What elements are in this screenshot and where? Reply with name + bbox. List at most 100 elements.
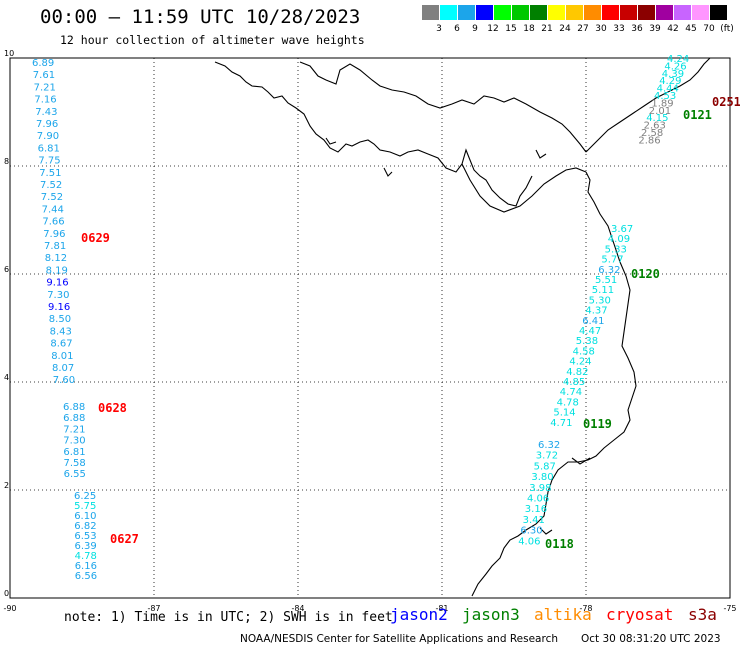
legend-swatch	[512, 5, 529, 20]
legend-swatch	[584, 5, 601, 20]
legend-label: 6	[454, 24, 460, 34]
wave-height-value: 2.01	[649, 106, 671, 117]
wave-height-value: 7.16	[34, 95, 56, 106]
legend-swatch	[440, 5, 457, 20]
legend-swatch	[530, 5, 547, 20]
wave-height-value: 7.96	[36, 119, 58, 130]
wave-height-value: 7.30	[47, 290, 69, 301]
legend-swatch	[548, 5, 565, 20]
wave-height-value: 7.90	[37, 131, 59, 142]
wave-height-value: 7.81	[44, 241, 66, 252]
lon-tick-label: -84	[291, 604, 304, 613]
satellite-name-jason3: jason3	[462, 605, 520, 624]
legend-label: 15	[505, 24, 517, 34]
wave-height-value: 7.96	[43, 229, 65, 240]
wave-height-value: 9.16	[48, 302, 70, 313]
coast-island-5	[539, 527, 553, 535]
generated-timestamp: Oct 30 08:31:20 UTC 2023	[581, 633, 721, 645]
map-frame	[9, 57, 731, 599]
satellite-name-jason2: jason2	[390, 605, 448, 624]
wave-height-value: 7.43	[35, 107, 57, 118]
wave-height-value: 4.78	[557, 397, 579, 408]
wave-height-value: 4.58	[573, 346, 595, 357]
wave-height-value: 6.41	[582, 316, 604, 327]
wave-height-value: 6.56	[75, 571, 97, 582]
wave-height-value: 4.71	[550, 418, 572, 429]
wave-height-value: 6.82	[74, 521, 96, 532]
wave-height-value: 6.55	[64, 469, 86, 480]
units-note: note: 1) Time is in UTC; 2) SWH is in fe…	[64, 610, 393, 625]
wave-height-value: 6.16	[75, 561, 97, 572]
wave-height-value: 4.06	[527, 494, 549, 505]
legend-swatch	[476, 5, 493, 20]
legend-label: 70	[703, 24, 715, 34]
wave-height-value: 7.21	[63, 424, 85, 435]
lon-tick-label: -78	[579, 604, 592, 613]
legend-label: 42	[667, 24, 679, 34]
wave-height-value: 6.30	[520, 526, 542, 537]
wave-height-value: 3.80	[531, 472, 553, 483]
wave-height-value: 3.16	[525, 504, 547, 515]
legend-swatch	[674, 5, 691, 20]
wave-height-value: 8.50	[49, 314, 71, 325]
legend-swatch	[494, 5, 511, 20]
legend-swatch	[422, 5, 439, 20]
legend-label: 18	[523, 24, 535, 34]
wave-height-value: 7.52	[41, 192, 63, 203]
wave-height-value: 7.61	[33, 70, 55, 81]
wave-height-value: 4.29	[659, 76, 681, 87]
lat-tick-label: 4	[4, 373, 9, 382]
wave-height-value: 4.74	[560, 387, 582, 398]
map-grid	[10, 58, 730, 598]
wave-height-value: 5.38	[576, 336, 598, 347]
wave-height-value: 7.52	[40, 180, 62, 191]
wave-height-value: 7.58	[64, 458, 86, 469]
legend-swatch	[620, 5, 637, 20]
lat-tick-label: 2	[4, 481, 9, 490]
wave-height-value: 5.87	[534, 461, 556, 472]
wave-height-value: 5.51	[595, 275, 617, 286]
page-title: 00:00 — 11:59 UTC 10/28/2023	[40, 6, 361, 28]
legend-label: 21	[541, 24, 553, 34]
wave-height-value: 7.75	[38, 156, 60, 167]
wave-height-value: 8.12	[45, 253, 67, 264]
legend-label: 3	[436, 24, 442, 34]
track-time-label: 0251	[712, 95, 740, 109]
wave-height-value: 5.30	[589, 295, 611, 306]
legend-swatch	[566, 5, 583, 20]
legend-label: 9	[472, 24, 478, 34]
wave-height-value: 8.67	[50, 339, 72, 350]
altimeter-tracks: 4.244.264.394.294.444.531.892.014.152.63…	[32, 54, 740, 582]
wave-height-value: 4.47	[579, 326, 601, 337]
wave-height-value: 4.24	[667, 54, 689, 65]
wave-height-value: 5.11	[592, 285, 614, 296]
wave-height-value: 4.53	[654, 91, 676, 102]
wave-height-value: 6.53	[74, 531, 96, 542]
wave-height-value: 3.41	[523, 515, 545, 526]
credit-text: NOAA/NESDIS Center for Satellite Applica…	[240, 633, 558, 645]
wave-height-value: 7.21	[34, 82, 56, 93]
wave-height-value: 6.10	[74, 511, 96, 522]
wave-height-value: 4.78	[75, 551, 97, 562]
wave-height-value: 1.89	[651, 98, 673, 109]
wave-height-value: 8.01	[51, 351, 73, 362]
wave-height-value: 6.81	[38, 143, 60, 154]
page-subtitle: 12 hour collection of altimeter wave hei…	[60, 33, 365, 47]
wave-height-value: 7.30	[63, 436, 85, 447]
legend-label: 30	[595, 24, 607, 34]
wave-height-value: 6.88	[63, 402, 85, 413]
wave-height-value: 4.09	[608, 234, 630, 245]
wave-height-value: 6.39	[75, 541, 97, 552]
wave-height-value: 3.72	[536, 451, 558, 462]
legend-label: 24	[559, 24, 571, 34]
legend-label: 45	[685, 24, 697, 34]
wave-height-value: 4.26	[664, 61, 686, 72]
coast-pacific-isthmus	[214, 61, 533, 207]
lon-tick-label: -75	[723, 604, 736, 613]
legend-swatch	[458, 5, 475, 20]
coast-colombia-caribbean	[585, 57, 711, 153]
wave-height-value: 8.43	[50, 326, 72, 337]
coast-caribbean	[299, 61, 587, 153]
